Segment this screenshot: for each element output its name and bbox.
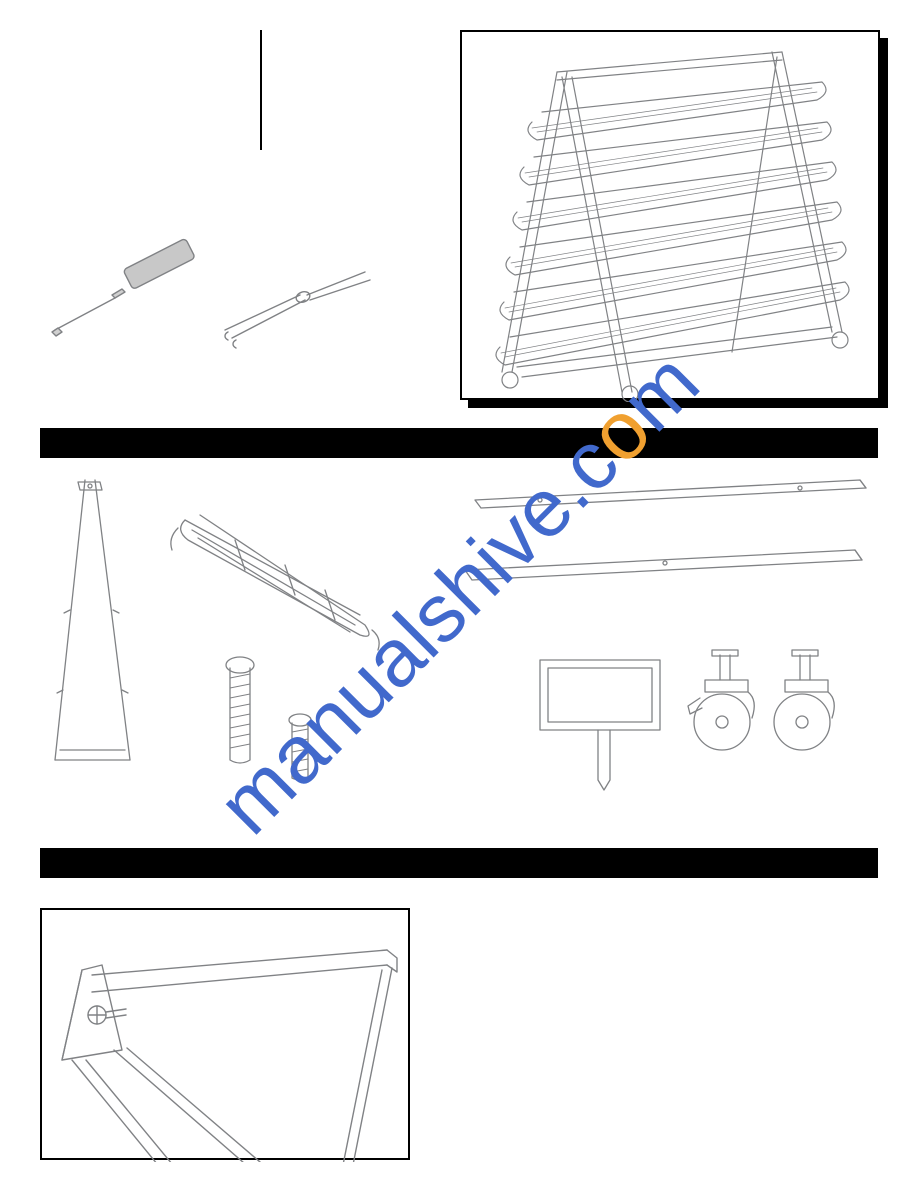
part-sign-holder: [540, 660, 660, 790]
section-bar-parts: [40, 428, 878, 458]
part-bolt-long: [226, 657, 254, 763]
screwdriver-icon: [52, 238, 195, 336]
part-bolt-short: [289, 714, 311, 780]
hero-box: [460, 30, 880, 400]
page: manualshive.com: [0, 0, 918, 1188]
part-crossbar-bottom: [465, 550, 862, 580]
step1-box: [40, 908, 410, 1160]
part-wire-shelf: [171, 515, 379, 650]
pliers-icon: [225, 272, 370, 348]
section-bar-assembly: [40, 848, 878, 878]
product-hero-illustration: [462, 32, 882, 402]
part-crossbar-top: [475, 480, 866, 508]
step1-illustration: [42, 910, 412, 1162]
parts-illustration: [0, 460, 918, 860]
part-caster-lock: [688, 650, 754, 750]
part-caster-plain: [774, 650, 834, 750]
part-aframe-side: [55, 480, 130, 760]
